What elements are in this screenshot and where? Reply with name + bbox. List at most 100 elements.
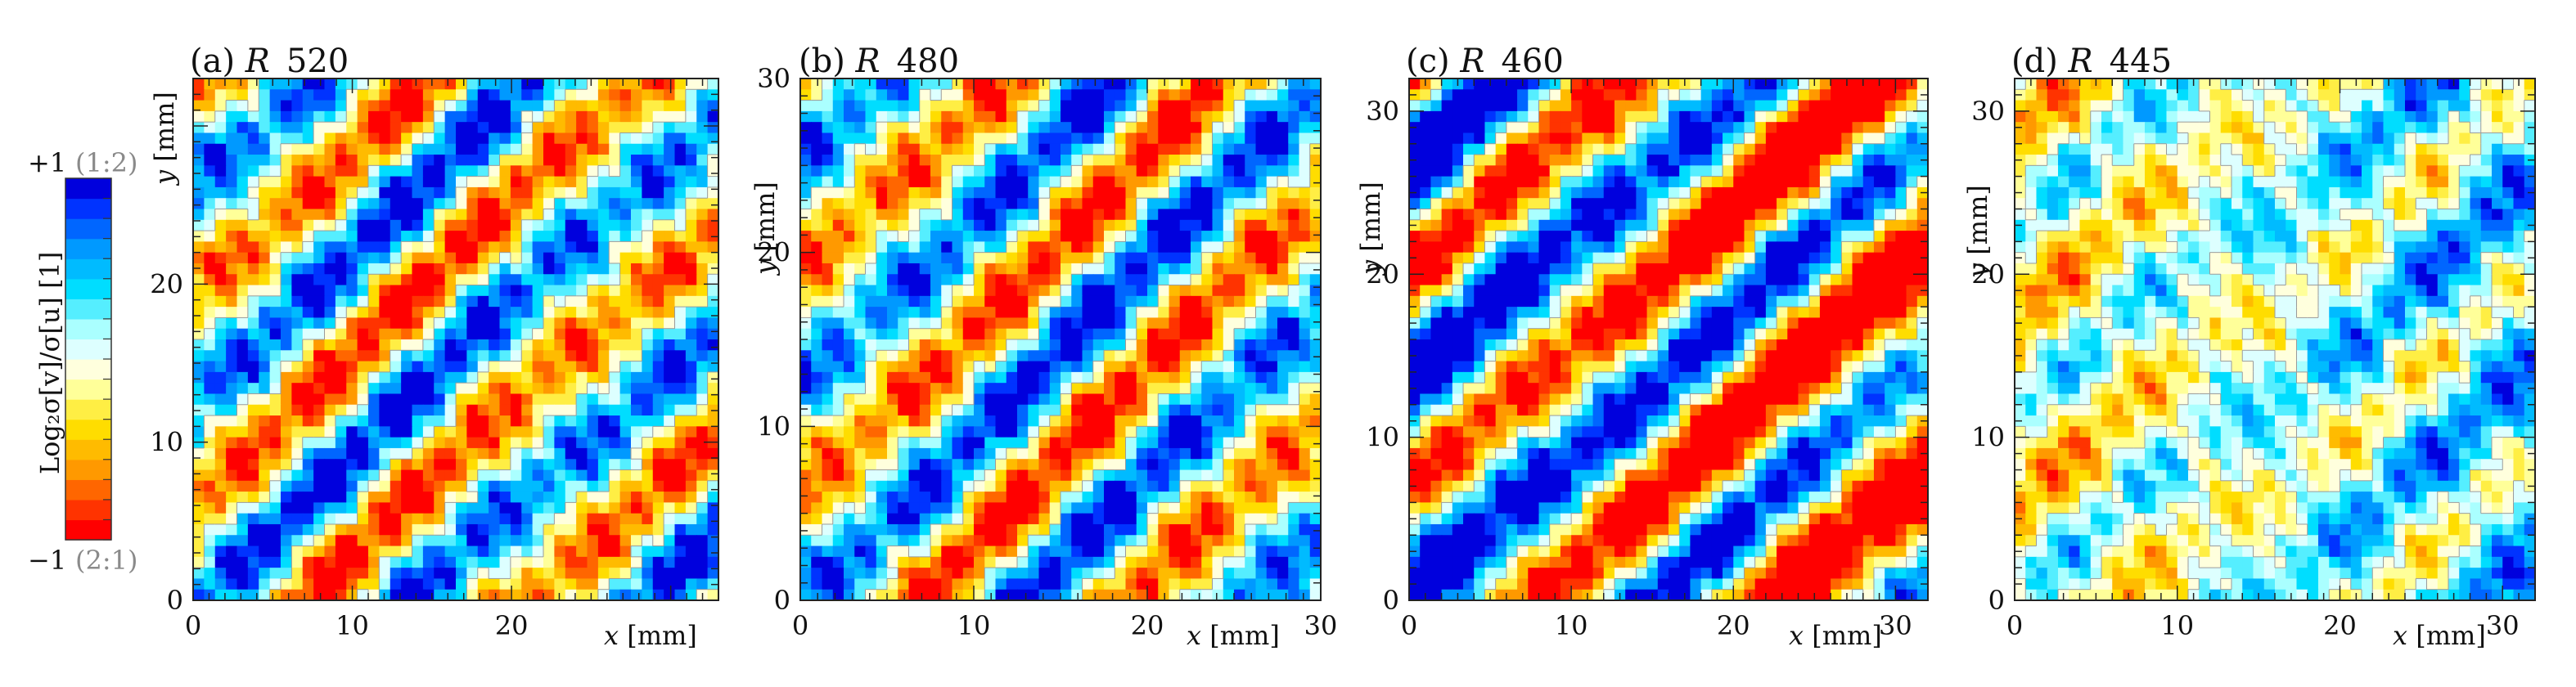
heatmap-cell xyxy=(800,209,812,221)
heatmap-cell xyxy=(444,263,457,275)
heatmap-cell xyxy=(1038,186,1051,199)
heatmap-cell xyxy=(401,100,413,112)
heatmap-cell xyxy=(532,143,544,155)
heatmap-cell xyxy=(1049,317,1061,330)
heatmap-cell xyxy=(313,339,326,351)
heatmap-cell xyxy=(324,350,336,362)
heatmap-cell xyxy=(1038,143,1051,155)
heatmap-cell xyxy=(962,165,975,177)
heatmap-cell xyxy=(422,295,435,308)
heatmap-cell xyxy=(379,568,391,580)
heatmap-cell xyxy=(1288,186,1300,199)
heatmap-cell xyxy=(444,578,457,590)
heatmap-cell xyxy=(822,219,834,231)
heatmap-cell xyxy=(941,132,953,145)
heatmap-cell xyxy=(291,535,304,547)
heatmap-cell xyxy=(456,589,467,601)
heatmap-cell xyxy=(193,122,205,134)
heatmap-cell xyxy=(865,459,877,471)
heatmap-cell xyxy=(1288,79,1300,90)
heatmap-cell xyxy=(466,186,479,199)
heatmap-cell xyxy=(390,274,402,286)
heatmap-cell xyxy=(1223,350,1235,362)
heatmap-cell xyxy=(832,263,844,275)
heatmap-cell xyxy=(412,393,424,406)
heatmap-cell xyxy=(597,132,610,145)
heatmap-cell xyxy=(477,176,489,188)
heatmap-cell xyxy=(521,523,534,536)
heatmap-cell xyxy=(335,459,347,471)
heatmap-cell xyxy=(1169,231,1181,242)
heatmap-cell xyxy=(401,459,413,471)
heatmap-cell xyxy=(521,339,534,351)
heatmap-cell xyxy=(357,219,369,231)
heatmap-cell xyxy=(291,132,304,145)
heatmap-cell xyxy=(1071,328,1083,340)
heatmap-cell xyxy=(962,469,975,482)
heatmap-cell xyxy=(281,546,292,558)
heatmap-cell xyxy=(854,165,867,177)
heatmap-cell xyxy=(1245,155,1257,166)
heatmap-cell xyxy=(974,155,985,166)
heatmap-cell xyxy=(1082,263,1094,275)
heatmap-cell xyxy=(941,209,953,221)
heatmap-cell xyxy=(193,89,205,101)
heatmap-cell xyxy=(401,523,413,536)
heatmap-cell xyxy=(259,546,271,558)
heatmap-cell xyxy=(1136,110,1148,123)
heatmap-cell xyxy=(876,383,888,395)
heatmap-cell xyxy=(984,176,997,188)
heatmap-cell xyxy=(1092,513,1105,525)
heatmap-cell xyxy=(898,339,910,351)
heatmap-cell xyxy=(390,437,402,449)
heatmap-cell xyxy=(368,383,380,395)
heatmap-cell xyxy=(962,252,975,264)
heatmap-cell xyxy=(930,176,942,188)
heatmap-cell xyxy=(642,480,654,492)
heatmap-cell xyxy=(1147,307,1159,319)
heatmap-cell xyxy=(1201,89,1214,101)
heatmap-cell xyxy=(1299,219,1311,231)
heatmap-cell xyxy=(941,339,953,351)
heatmap-cell xyxy=(335,155,347,166)
heatmap-cell xyxy=(422,219,435,231)
heatmap-cell xyxy=(876,263,888,275)
heatmap-cell xyxy=(214,79,227,90)
heatmap-cell xyxy=(269,328,281,340)
heatmap-cell xyxy=(302,307,314,319)
heatmap-cell xyxy=(576,393,588,406)
heatmap-cell xyxy=(247,546,259,558)
heatmap-cell xyxy=(477,328,489,340)
heatmap-cell xyxy=(422,393,435,406)
heatmap-cell xyxy=(576,198,588,210)
heatmap-cell xyxy=(1277,176,1289,188)
heatmap-cell xyxy=(1028,328,1040,340)
heatmap-cell xyxy=(1038,328,1051,340)
heatmap-cell xyxy=(707,480,719,492)
heatmap-cell xyxy=(269,469,281,482)
heatmap-cell xyxy=(335,447,347,460)
heatmap-cell xyxy=(1049,393,1061,406)
heatmap-cell xyxy=(1071,502,1083,514)
heatmap-cell xyxy=(412,589,424,601)
heatmap-cell xyxy=(854,110,867,123)
heatmap-cell xyxy=(214,198,227,210)
heatmap-cell xyxy=(832,328,844,340)
heatmap-cell xyxy=(466,100,479,112)
heatmap-cell xyxy=(1017,492,1029,503)
heatmap-cell xyxy=(335,426,347,438)
heatmap-cell xyxy=(477,371,489,384)
heatmap-cell xyxy=(1234,502,1245,514)
heatmap-cell xyxy=(1255,89,1268,101)
heatmap-cell xyxy=(844,231,855,242)
heatmap-cell xyxy=(642,122,654,134)
heatmap-cell xyxy=(335,568,347,580)
heatmap-cell xyxy=(887,143,898,155)
heatmap-cell xyxy=(434,231,446,242)
heatmap-cell xyxy=(313,165,326,177)
heatmap-cell xyxy=(390,578,402,590)
heatmap-cell xyxy=(952,361,964,373)
heatmap-cell xyxy=(554,295,566,308)
heatmap-cell xyxy=(664,219,676,231)
heatmap-cell xyxy=(844,143,855,155)
